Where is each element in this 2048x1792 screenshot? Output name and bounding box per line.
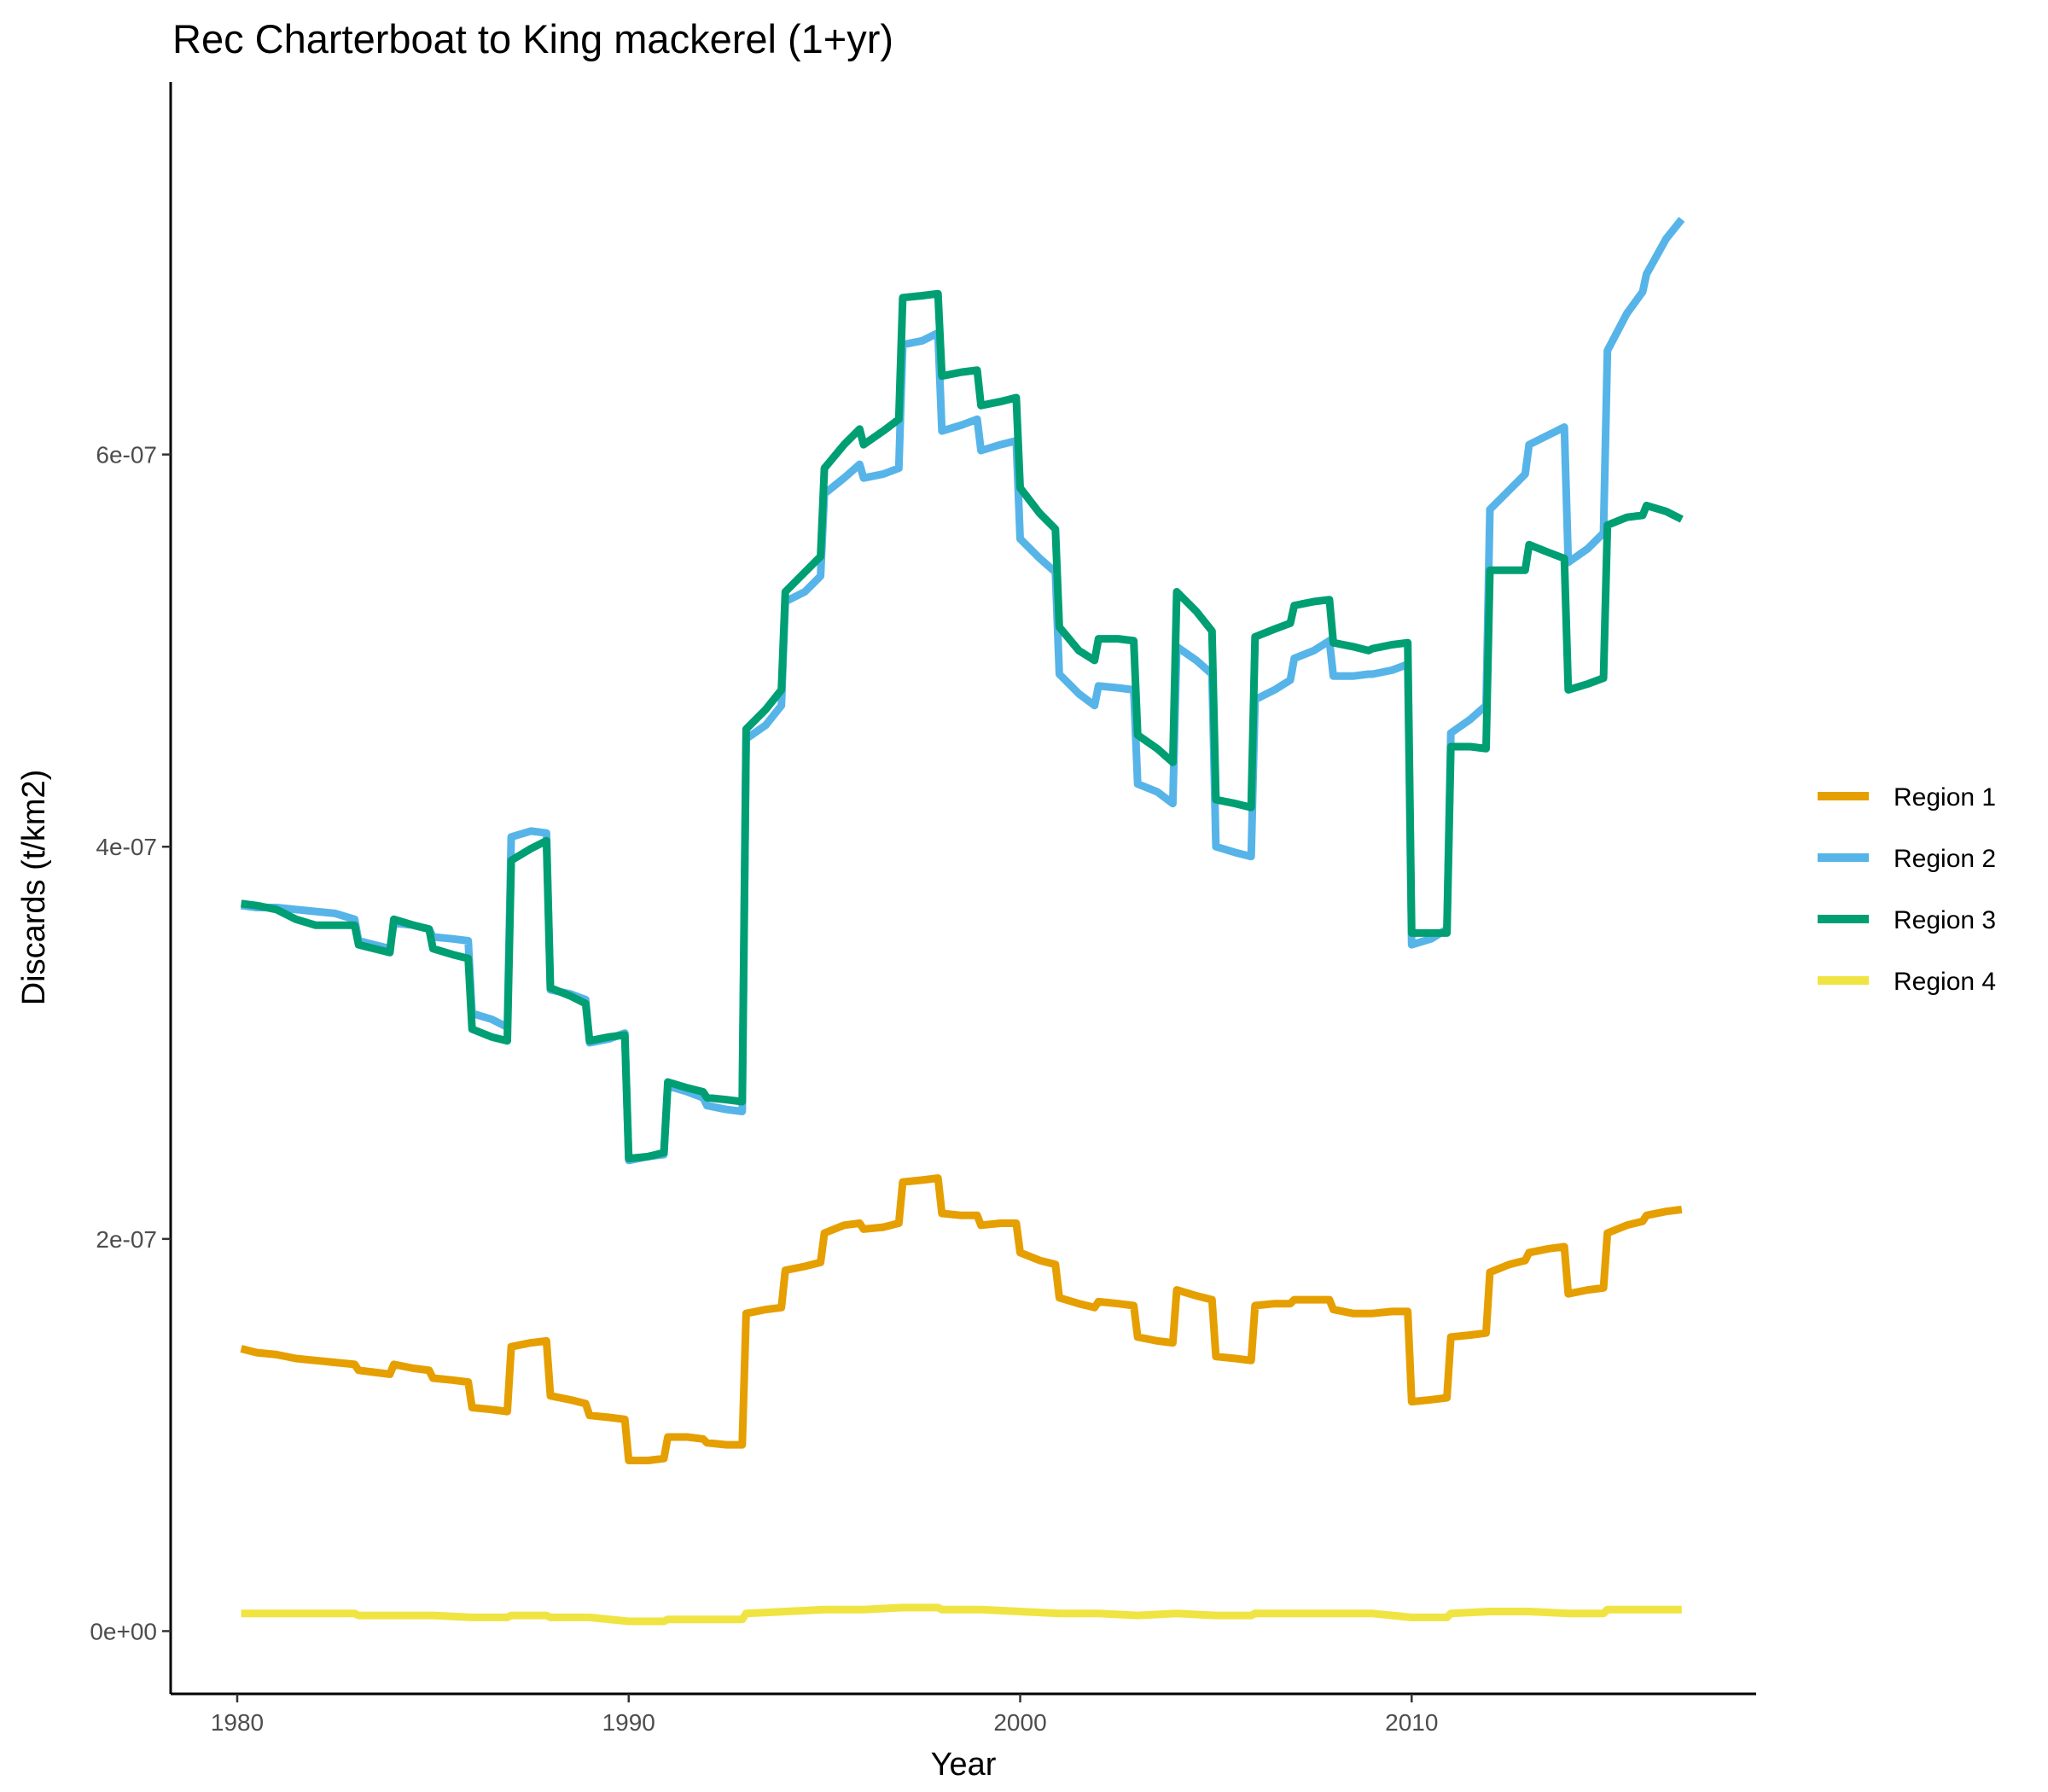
legend: Region 1 Region 2 Region 3 Region 4	[1818, 783, 1996, 996]
y-axis-ticks: 0e+00 2e-07 4e-07 6e-07	[90, 442, 171, 1644]
y-tick-label: 0e+00	[90, 1618, 157, 1644]
chart-title: Rec Charterboat to King mackerel (1+yr)	[172, 16, 893, 61]
plot-lines	[240, 217, 1685, 1626]
x-axis-ticks: 1980 1990 2000 2010	[211, 1694, 1438, 1736]
series-line-region-2	[241, 217, 1685, 1165]
x-tick-label: 2010	[1385, 1709, 1438, 1736]
x-tick-label: 1980	[211, 1709, 264, 1736]
series-line-region-4	[241, 1603, 1682, 1626]
series-line-region-1	[240, 1174, 1683, 1464]
y-tick-label: 2e-07	[96, 1226, 157, 1253]
x-tick-label: 1990	[602, 1709, 655, 1736]
x-axis-title: Year	[931, 1747, 997, 1783]
y-axis-title: Discards (t/km2)	[16, 770, 52, 1006]
legend-label-region-4: Region 4	[1894, 968, 1996, 996]
series-line-region-3	[241, 289, 1684, 1163]
legend-label-region-2: Region 2	[1894, 845, 1996, 873]
y-tick-label: 6e-07	[96, 442, 157, 468]
x-tick-label: 2000	[993, 1709, 1046, 1736]
legend-label-region-1: Region 1	[1894, 783, 1996, 812]
legend-label-region-3: Region 3	[1894, 906, 1996, 934]
y-tick-label: 4e-07	[96, 834, 157, 860]
